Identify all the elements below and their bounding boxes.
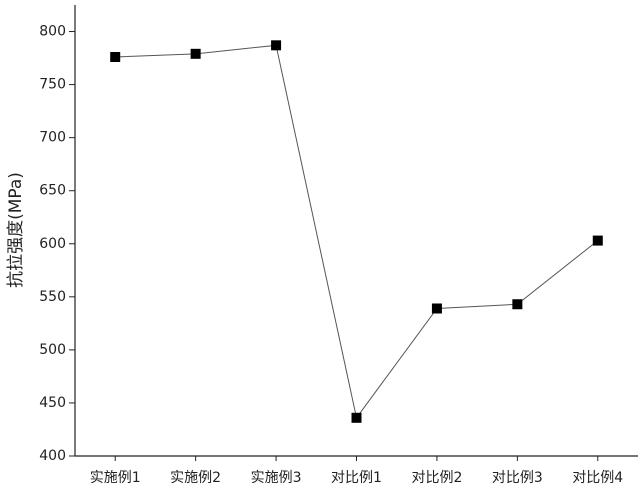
marker (351, 412, 362, 423)
x-tick-label: 实施例3 (251, 470, 302, 486)
y-tick-label: 700 (39, 130, 66, 146)
marker (110, 51, 121, 62)
y-tick-label: 550 (39, 289, 66, 305)
y-tick-label: 800 (39, 24, 66, 40)
x-tick-label: 对比例4 (572, 470, 623, 486)
y-tick-label: 650 (39, 183, 66, 199)
y-tick-label: 600 (39, 236, 66, 252)
y-tick-label: 450 (39, 395, 66, 411)
x-tick-label: 对比例3 (492, 470, 543, 486)
x-tick-label: 实施例1 (90, 470, 141, 486)
y-tick-label: 750 (39, 77, 66, 93)
x-tick-label: 对比例2 (411, 470, 462, 486)
y-axis-label: 抗拉强度(MPa) (6, 172, 26, 288)
marker (190, 48, 201, 59)
marker (512, 299, 523, 310)
marker (592, 235, 603, 246)
x-tick-label: 对比例1 (331, 470, 382, 486)
marker (271, 40, 282, 51)
y-tick-label: 400 (39, 448, 66, 464)
line (115, 44, 599, 419)
x-tick-label: 实施例2 (170, 470, 221, 486)
y-tick-label: 500 (39, 342, 66, 358)
marker (431, 303, 442, 314)
